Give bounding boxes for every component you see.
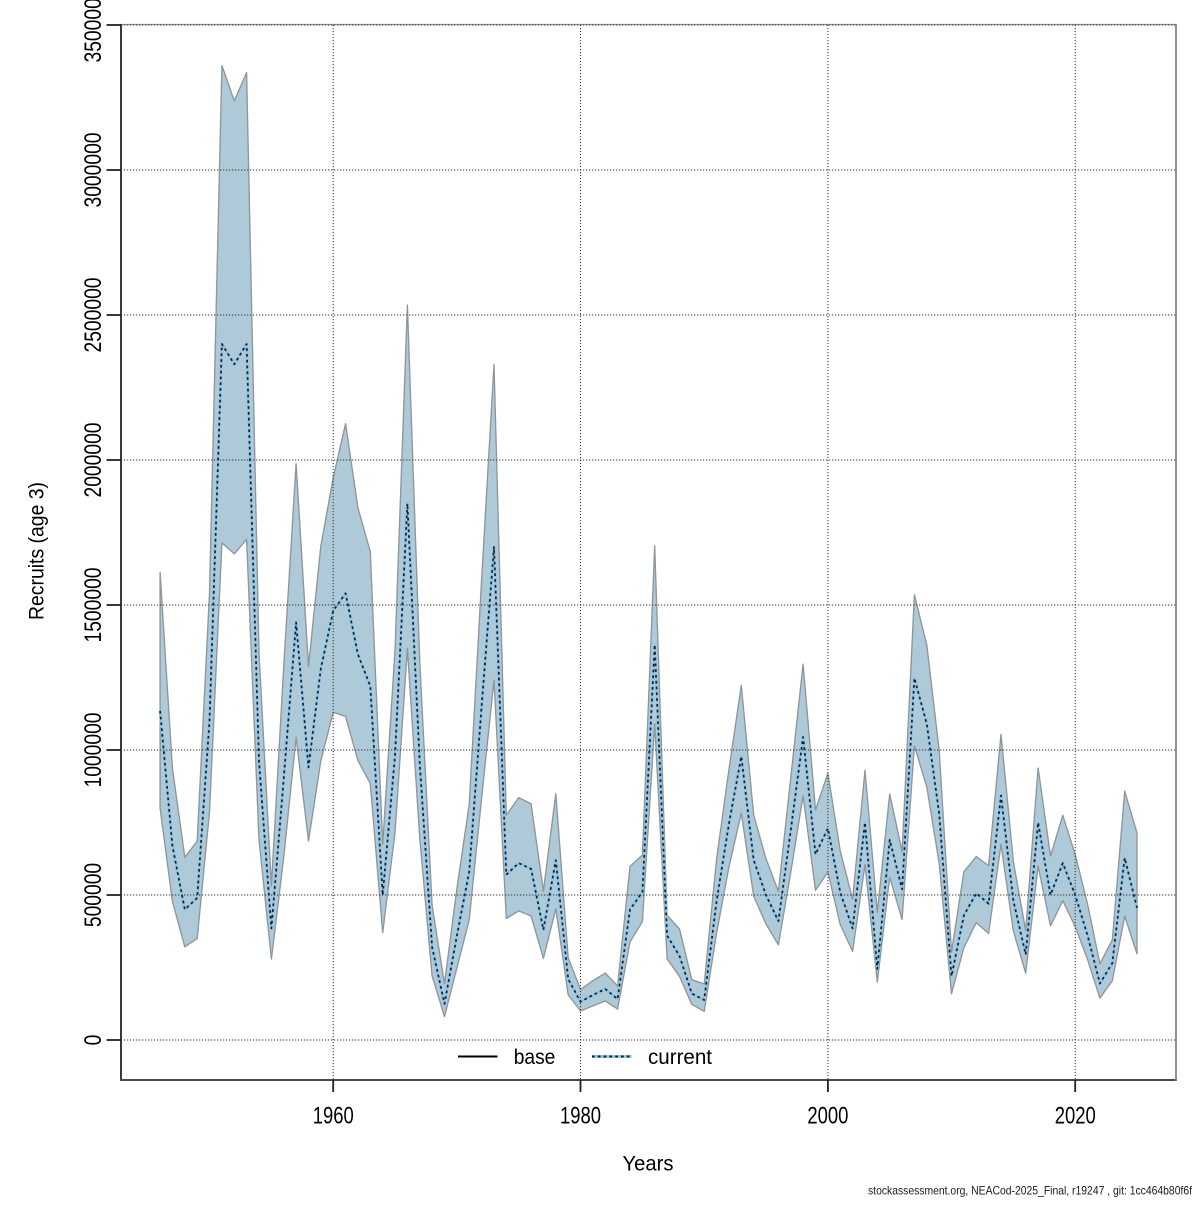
svg-text:500000: 500000 — [80, 863, 107, 927]
svg-text:stockassessment.org, NEACod-20: stockassessment.org, NEACod-2025_Final, … — [868, 1184, 1193, 1198]
svg-text:2500000: 2500000 — [80, 278, 107, 353]
svg-text:current: current — [648, 1046, 712, 1069]
svg-text:base: base — [514, 1046, 556, 1069]
svg-text:1500000: 1500000 — [80, 568, 107, 643]
svg-text:2020: 2020 — [1055, 1103, 1096, 1130]
svg-text:3000000: 3000000 — [80, 133, 107, 208]
svg-text:2000000: 2000000 — [80, 423, 107, 498]
svg-text:Years: Years — [623, 1152, 674, 1176]
svg-text:1960: 1960 — [313, 1103, 354, 1130]
svg-text:2000: 2000 — [807, 1103, 848, 1130]
svg-text:Recruits (age 3): Recruits (age 3) — [25, 482, 49, 620]
svg-text:1980: 1980 — [560, 1103, 601, 1130]
svg-text:1000000: 1000000 — [80, 713, 107, 788]
svg-text:3500000: 3500000 — [80, 0, 107, 63]
svg-text:0: 0 — [80, 1035, 107, 1046]
